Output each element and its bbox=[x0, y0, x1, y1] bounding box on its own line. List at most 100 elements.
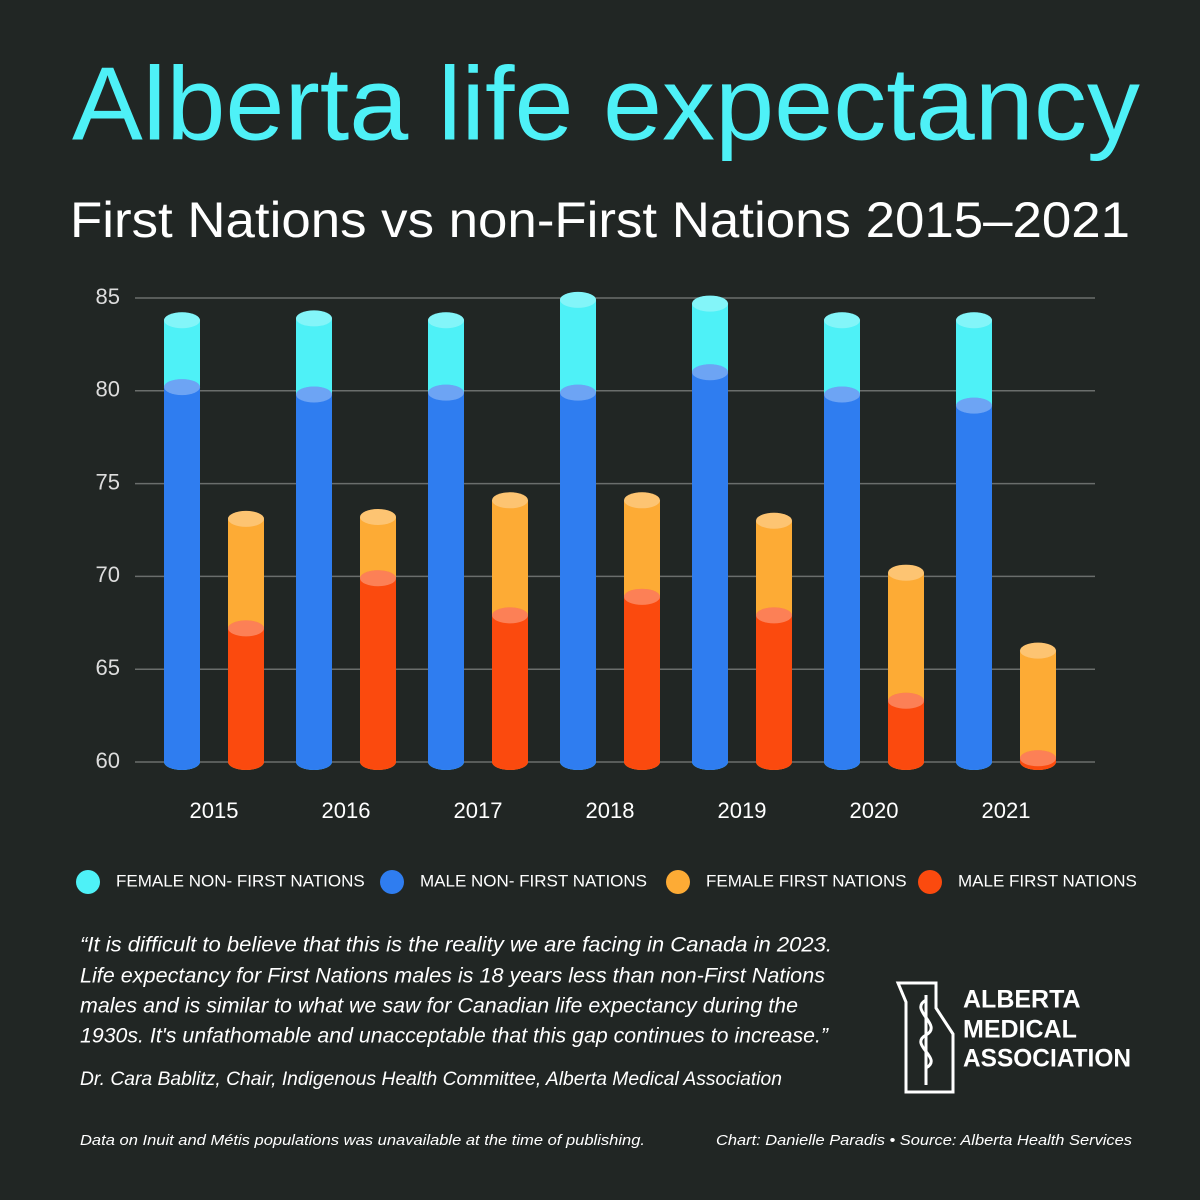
bar-cap-shine bbox=[692, 295, 728, 312]
bar-cap-shine bbox=[624, 588, 660, 605]
bar-cap bbox=[824, 386, 860, 403]
x-tick-label: 2021 bbox=[982, 798, 1031, 823]
bar-cap-shine bbox=[428, 384, 464, 401]
bar bbox=[492, 615, 528, 762]
bar-cap bbox=[1020, 642, 1056, 659]
bar bbox=[1020, 650, 1056, 762]
credit: Chart: Danielle Paradis • Source: Albert… bbox=[716, 1132, 1133, 1149]
bar-cap-shine bbox=[560, 291, 596, 308]
bar bbox=[228, 628, 264, 762]
bar bbox=[296, 394, 332, 762]
bar-cap bbox=[956, 312, 992, 329]
bar bbox=[360, 578, 396, 762]
x-tick-label: 2019 bbox=[718, 798, 767, 823]
logo-text: MEDICAL bbox=[963, 1016, 1077, 1044]
bar-cap bbox=[164, 379, 200, 396]
bar-cap-shine bbox=[164, 312, 200, 329]
bar-cap bbox=[228, 510, 264, 527]
bar bbox=[888, 700, 924, 762]
legend-swatch bbox=[918, 870, 942, 894]
logo-snake bbox=[919, 998, 933, 1070]
x-tick-label: 2015 bbox=[190, 798, 239, 823]
bar bbox=[560, 392, 596, 762]
bar-cap bbox=[560, 384, 596, 401]
bar-cap-shine bbox=[428, 312, 464, 329]
x-tick-label: 2018 bbox=[586, 798, 635, 823]
bar-cap bbox=[692, 295, 728, 312]
bar-cap bbox=[560, 291, 596, 308]
x-tick-label: 2016 bbox=[322, 798, 371, 823]
bar bbox=[624, 596, 660, 762]
chart-subtitle: First Nations vs non-First Nations 2015–… bbox=[70, 192, 1130, 248]
chart-title: Alberta life expectancy bbox=[72, 46, 1140, 162]
quote-line: 1930s. It's unfathomable and unacceptabl… bbox=[80, 1025, 829, 1048]
bar-cap bbox=[492, 607, 528, 624]
legend-label: MALE NON- FIRST NATIONS bbox=[420, 871, 647, 890]
bar-cap bbox=[428, 312, 464, 329]
bar-cap bbox=[228, 620, 264, 637]
legend-swatch bbox=[666, 870, 690, 894]
bar-cap bbox=[428, 384, 464, 401]
bar bbox=[692, 372, 728, 762]
bar bbox=[824, 394, 860, 762]
bar-cap bbox=[1020, 750, 1056, 767]
bar-cap-shine bbox=[1020, 750, 1056, 767]
bar-cap bbox=[824, 312, 860, 329]
logo: ALBERTA MEDICAL ASSOCIATION bbox=[895, 981, 1131, 1094]
bar-cap bbox=[756, 607, 792, 624]
bar bbox=[756, 615, 792, 762]
y-tick-label: 85 bbox=[96, 284, 120, 309]
bar-cap bbox=[692, 364, 728, 381]
bar-cap-shine bbox=[624, 492, 660, 509]
bar-cap bbox=[296, 386, 332, 403]
bar-cap-shine bbox=[360, 509, 396, 526]
quote-line: Life expectancy for First Nations males … bbox=[80, 965, 825, 988]
bar-cap-shine bbox=[956, 312, 992, 329]
bar-cap bbox=[888, 564, 924, 581]
bar-cap-shine bbox=[560, 384, 596, 401]
bar-cap bbox=[360, 570, 396, 587]
bar-cap-shine bbox=[888, 564, 924, 581]
bar bbox=[164, 387, 200, 762]
legend-swatch bbox=[380, 870, 404, 894]
bar-cap-shine bbox=[756, 607, 792, 624]
footnote: Data on Inuit and Métis populations was … bbox=[80, 1132, 645, 1149]
bar-cap-shine bbox=[1020, 642, 1056, 659]
bar-cap bbox=[624, 588, 660, 605]
y-tick-label: 65 bbox=[96, 655, 120, 680]
legend-label: FEMALE NON- FIRST NATIONS bbox=[116, 871, 365, 890]
bar-cap-shine bbox=[228, 620, 264, 637]
bar-cap bbox=[492, 492, 528, 509]
bar-cap bbox=[888, 692, 924, 709]
bar-cap-shine bbox=[888, 692, 924, 709]
bar-cap-shine bbox=[824, 386, 860, 403]
legend-swatch bbox=[76, 870, 100, 894]
quote-line: males and is similar to what we saw for … bbox=[80, 995, 798, 1018]
legend-label: FEMALE FIRST NATIONS bbox=[706, 871, 907, 890]
logo-outline bbox=[895, 981, 955, 1094]
quote-line: “It is difficult to believe that this is… bbox=[80, 934, 832, 957]
bar-cap-shine bbox=[492, 492, 528, 509]
bar-cap bbox=[296, 310, 332, 327]
bar-cap-shine bbox=[692, 364, 728, 381]
bar bbox=[428, 392, 464, 762]
bar-cap-shine bbox=[296, 386, 332, 403]
attribution: Dr. Cara Bablitz, Chair, Indigenous Heal… bbox=[80, 1069, 782, 1090]
bar-cap bbox=[624, 492, 660, 509]
y-tick-label: 80 bbox=[96, 377, 120, 402]
bar-cap-shine bbox=[296, 310, 332, 327]
bar-cap bbox=[756, 512, 792, 529]
bar-cap-shine bbox=[956, 397, 992, 414]
bar-cap-shine bbox=[228, 510, 264, 527]
y-tick-label: 60 bbox=[96, 748, 120, 773]
x-tick-label: 2017 bbox=[454, 798, 503, 823]
y-tick-label: 70 bbox=[96, 562, 120, 587]
bar-cap-shine bbox=[164, 379, 200, 396]
bar-cap bbox=[164, 312, 200, 329]
y-tick-label: 75 bbox=[96, 469, 120, 494]
bar-cap bbox=[360, 509, 396, 526]
logo-text: ALBERTA bbox=[963, 986, 1081, 1014]
bar-cap-shine bbox=[756, 512, 792, 529]
x-tick-label: 2020 bbox=[850, 798, 899, 823]
